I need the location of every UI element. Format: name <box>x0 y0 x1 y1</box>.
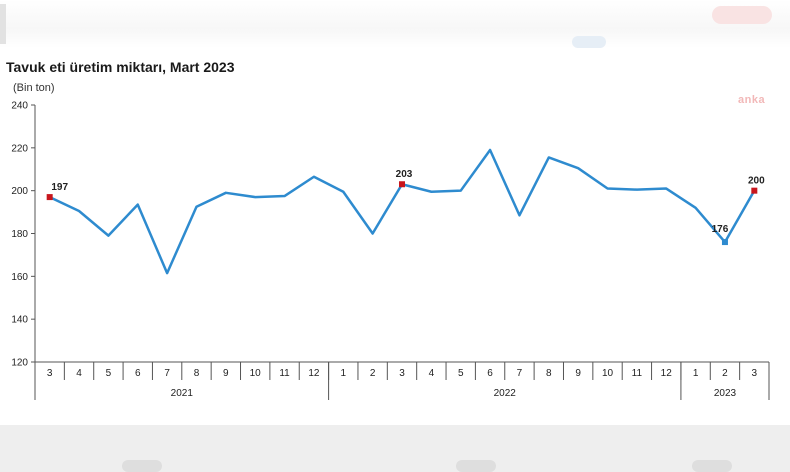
data-label: 200 <box>748 176 765 187</box>
x-tick-label: 1 <box>340 368 346 379</box>
data-point-marker <box>721 239 728 246</box>
data-label: 197 <box>51 182 68 193</box>
y-tick-label: 220 <box>11 143 28 154</box>
y-tick-label: 140 <box>11 315 28 326</box>
bottom-artifact <box>692 460 732 472</box>
bottom-artifact <box>122 460 162 472</box>
y-tick-label: 240 <box>11 101 28 112</box>
x-tick-label: 5 <box>106 368 112 379</box>
x-tick-label: 3 <box>399 368 405 379</box>
x-tick-label: 9 <box>575 368 581 379</box>
bottom-background-band <box>0 425 790 472</box>
data-label: 203 <box>396 169 413 180</box>
x-tick-label: 10 <box>602 368 614 379</box>
x-tick-label: 12 <box>661 368 673 379</box>
x-tick-label: 9 <box>223 368 229 379</box>
data-point-marker <box>399 181 405 188</box>
y-tick-label: 200 <box>11 186 28 197</box>
x-year-label: 2023 <box>714 388 737 399</box>
top-center-artifact <box>572 36 606 48</box>
x-tick-label: 6 <box>487 368 493 379</box>
x-tick-label: 4 <box>76 368 82 379</box>
top-left-artifact <box>0 4 6 44</box>
x-tick-label: 3 <box>47 368 53 379</box>
bottom-artifact <box>456 460 496 472</box>
x-tick-label: 11 <box>279 368 290 379</box>
x-tick-label: 2 <box>722 368 728 379</box>
y-axis-unit-label: (Bin ton) <box>13 82 55 94</box>
x-tick-label: 4 <box>429 368 435 379</box>
x-tick-label: 6 <box>135 368 141 379</box>
y-tick-label: 180 <box>11 229 28 240</box>
x-year-label: 2021 <box>171 388 194 399</box>
x-year-label: 2022 <box>494 388 517 399</box>
x-tick-label: 1 <box>693 368 699 379</box>
y-tick-label: 160 <box>11 272 28 283</box>
x-tick-label: 7 <box>517 368 523 379</box>
x-tick-label: 11 <box>632 368 643 379</box>
watermark-logo: anka <box>738 94 766 106</box>
x-tick-label: 3 <box>752 368 758 379</box>
chart-title: Tavuk eti üretim miktarı, Mart 2023 <box>6 59 235 75</box>
top-right-artifact <box>712 6 772 24</box>
data-point-marker <box>751 187 758 194</box>
x-tick-label: 7 <box>164 368 170 379</box>
x-tick-label: 8 <box>194 368 200 379</box>
x-tick-label: 2 <box>370 368 376 379</box>
x-tick-label: 5 <box>458 368 464 379</box>
x-tick-label: 8 <box>546 368 552 379</box>
data-point-marker <box>46 194 53 201</box>
y-tick-label: 120 <box>11 358 28 369</box>
top-background-band <box>0 0 790 48</box>
data-label: 176 <box>712 224 729 235</box>
x-tick-label: 10 <box>250 368 262 379</box>
x-tick-label: 12 <box>308 368 320 379</box>
